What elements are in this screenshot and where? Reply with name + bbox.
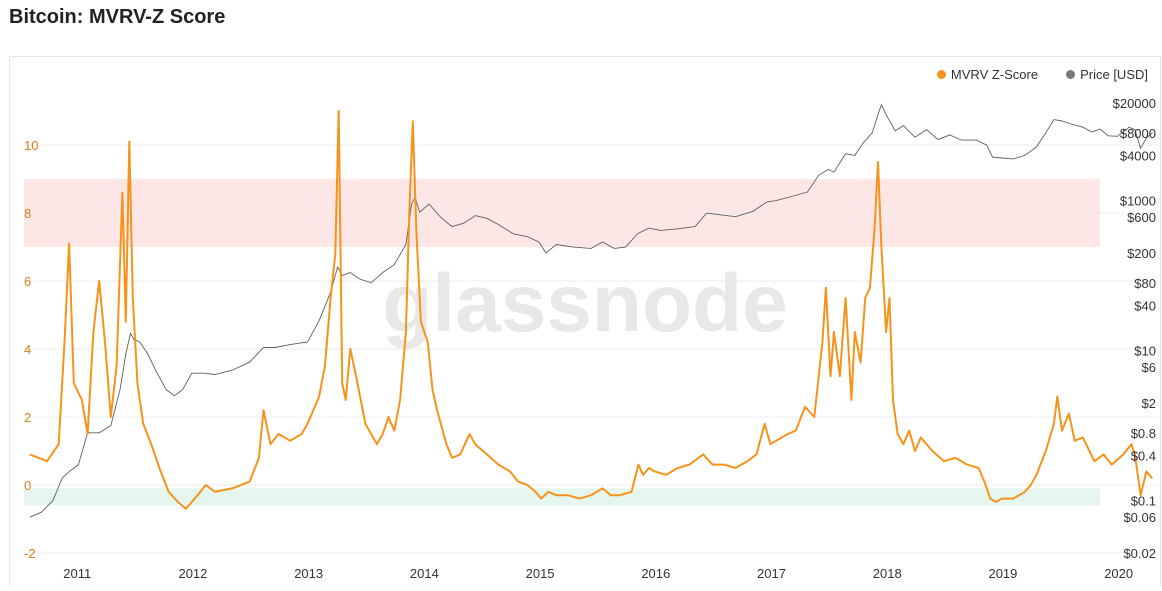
right-axis-tick-label: $2 xyxy=(1142,396,1156,411)
price-usd-line xyxy=(29,103,1153,518)
x-axis-tick-label: 2018 xyxy=(873,566,902,581)
legend-label-price: Price [USD] xyxy=(1080,67,1148,82)
right-axis-tick-label: $0.02 xyxy=(1123,546,1156,561)
left-axis-tick-label: 0 xyxy=(24,478,31,493)
x-axis-tick-label: 2012 xyxy=(178,566,207,581)
right-axis-tick-label: $0.1 xyxy=(1131,494,1156,509)
left-axis-tick-label: 2 xyxy=(24,410,31,425)
zscore-legend-dot xyxy=(936,70,946,79)
price-legend-dot xyxy=(1066,70,1076,79)
right-axis-tick-label: $0.06 xyxy=(1123,510,1156,525)
right-axis-tick-label: $10 xyxy=(1134,344,1156,359)
x-axis-tick-label: 2019 xyxy=(988,566,1017,581)
legend-item-price[interactable]: Price [USD] xyxy=(1066,67,1148,82)
legend-item-zscore[interactable]: MVRV Z-Score xyxy=(936,67,1039,82)
x-axis-tick-label: 2014 xyxy=(410,566,439,581)
chart-card: glassnode -2 0 2 4 6 8 10 $0.02 $0.06 $0.1 $0.4 $0… xyxy=(9,56,1161,586)
page-title: Bitcoin: MVRV-Z Score xyxy=(9,6,226,28)
right-axis-tick-label: $40 xyxy=(1134,298,1156,313)
right-axis-tick-label: $80 xyxy=(1134,276,1156,291)
left-axis-tick-label: 6 xyxy=(24,274,31,289)
left-axis-tick-label: 4 xyxy=(24,342,31,357)
legend-label-zscore: MVRV Z-Score xyxy=(950,67,1039,82)
right-axis-tick-label: $0.4 xyxy=(1131,448,1156,463)
chart-legend: MVRV Z-Score Price [USD] xyxy=(936,67,1148,82)
left-axis-tick-label: -2 xyxy=(24,546,36,561)
right-axis-tick-label: $600 xyxy=(1127,210,1156,225)
left-axis-tick-label: 8 xyxy=(24,206,31,221)
right-axis-tick-label: $8000 xyxy=(1120,126,1156,141)
mvrv-z-score-chart: glassnode -2 0 2 4 6 8 10 $0.02 $0.06$0.1 $0.4 $0… xyxy=(24,96,1158,581)
watermark: glassnode xyxy=(382,258,788,349)
x-axis-tick-label: 2016 xyxy=(641,566,670,581)
x-axis-tick-label: 2020 xyxy=(1104,566,1133,581)
x-axis-tick-label: 2015 xyxy=(526,566,555,581)
x-axis-tick-label: 2013 xyxy=(294,566,323,581)
lower-zone-band xyxy=(24,488,1100,506)
right-axis-tick-label: $20000 xyxy=(1113,96,1156,111)
right-axis-tick-label: $200 xyxy=(1127,246,1156,261)
right-axis-tick-label: $0.8 xyxy=(1131,426,1156,441)
x-axis-tick-label: 2017 xyxy=(757,566,786,581)
x-axis-tick-label: 2011 xyxy=(63,566,91,581)
right-axis-tick-label: $1000 xyxy=(1120,194,1156,209)
right-axis-tick-label: $6 xyxy=(1142,360,1156,375)
mvrv-z-score-line xyxy=(29,110,1153,510)
left-axis-tick-label: 10 xyxy=(24,138,38,153)
right-axis-tick-label: $4000 xyxy=(1120,148,1156,163)
